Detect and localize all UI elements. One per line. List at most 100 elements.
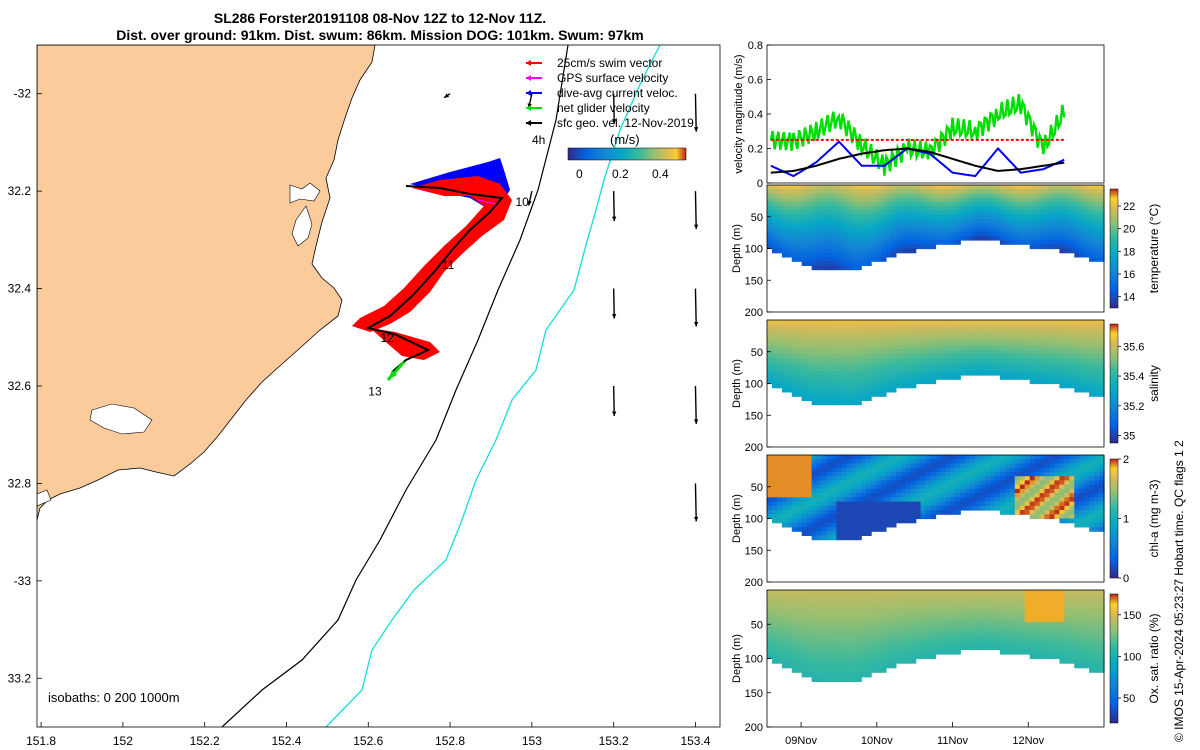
section-cell [925,497,932,503]
section-cell [876,257,882,262]
section-cell [1084,370,1090,376]
section-cell [806,328,813,334]
section-cell [1084,375,1090,380]
section-cell [885,358,892,363]
section-cell [970,640,976,646]
section-cell [940,599,947,605]
section-cell [965,594,971,600]
section-cell [811,644,818,650]
section-cell [1024,231,1031,237]
section-cell [1054,370,1060,376]
section-cell [1004,218,1011,224]
section-cell [781,353,788,359]
section-cell [935,210,942,216]
section-cell [806,392,813,397]
section-cell [1079,210,1085,216]
section-cell [1039,608,1046,614]
section-cell [945,366,951,372]
section-cell [920,231,927,237]
section-cell [1054,603,1060,609]
section-cell [831,336,837,342]
section-cell [995,332,1001,338]
section-cell [999,603,1006,609]
section-cell [925,231,932,237]
section-cell [856,617,862,623]
section-cell [940,201,947,207]
section-cell [999,471,1006,477]
section-cell [811,341,818,346]
section-cell [940,459,947,464]
section-cell [866,261,872,266]
section-cell [871,240,877,245]
section-cell [767,626,773,632]
section-cell [920,644,927,650]
section-cell [781,379,788,385]
section-cell [890,626,897,632]
section-cell [935,185,942,190]
section-cell [821,463,828,469]
section-cell [1069,341,1075,346]
section-cell [841,608,847,614]
section-cell [930,594,937,600]
section-cell [796,231,803,237]
section-cell [945,649,951,655]
section-cell [861,387,867,393]
section-cell [905,463,912,469]
section-cell [881,599,887,605]
colorbar-label: Ox. sat. ratio (%) [1147,613,1161,703]
section-cell [856,505,862,511]
section-cell [846,210,852,216]
section-cell [772,362,778,368]
section-cell [806,672,813,678]
section-cell [900,455,907,460]
section-cell [895,612,902,618]
section-cell [866,497,872,503]
section-cell [895,518,902,524]
section-cell [846,223,852,228]
section-cell [861,383,867,389]
section-cell [1039,497,1046,503]
section-cell [866,599,872,605]
section-cell [1094,189,1100,194]
section-cell [1019,501,1026,507]
section-cell [876,663,882,669]
section-cell [776,622,783,628]
section-cell [1094,622,1100,628]
section-cell [1004,649,1011,655]
section-cell [861,257,867,262]
section-colorbar [1109,323,1119,444]
section-cell [767,455,773,460]
section-cell [920,320,927,325]
section-cell [1094,218,1100,224]
section-cell [1074,649,1080,655]
section-cell [915,185,922,190]
section-cell [1054,484,1060,490]
section-cell [1084,201,1090,207]
section-cell [856,527,862,532]
section-cell [915,644,922,650]
section-cell [1049,488,1056,494]
section-cell [796,501,803,507]
section-cell [816,612,823,618]
section-cell [1064,590,1070,596]
section-colorbar [1109,593,1119,724]
section-cell [772,345,778,351]
section-cell [1094,185,1100,190]
section-cell [955,185,961,190]
section-cell [1044,626,1051,632]
section-cell [796,341,803,346]
section-cell [1079,197,1085,203]
section-cell [890,599,897,605]
section-cell [851,608,857,614]
section-cell [900,328,907,334]
section-cell [985,463,991,469]
section-cell [841,248,847,254]
section-cell [776,201,783,207]
section-cell [1079,493,1085,498]
section-cell [1039,635,1046,641]
section-cell [945,375,951,380]
section-cell [831,459,837,464]
section-cell [1079,370,1085,376]
section-cell [970,626,976,632]
section-cell [841,206,847,211]
